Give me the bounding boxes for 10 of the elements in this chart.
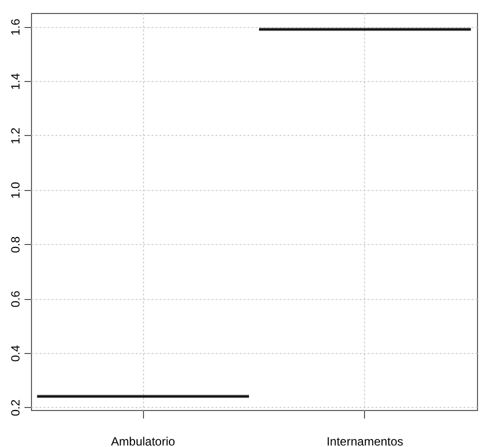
y-tick-label: 0.6: [8, 290, 22, 308]
y-tick-label: 1.6: [8, 18, 22, 36]
y-tick-label: 0.8: [8, 236, 22, 253]
y-tick-label: 0.2: [8, 399, 22, 416]
y-tick-label: 1.0: [8, 182, 22, 199]
y-tick-label: 1.2: [8, 127, 22, 144]
y-tick-label: 1.4: [8, 72, 22, 90]
x-tick-label: Internamentos: [326, 434, 404, 447]
x-tick-label: Ambulatorio: [111, 434, 176, 447]
y-tick-label: 0.4: [8, 344, 22, 362]
